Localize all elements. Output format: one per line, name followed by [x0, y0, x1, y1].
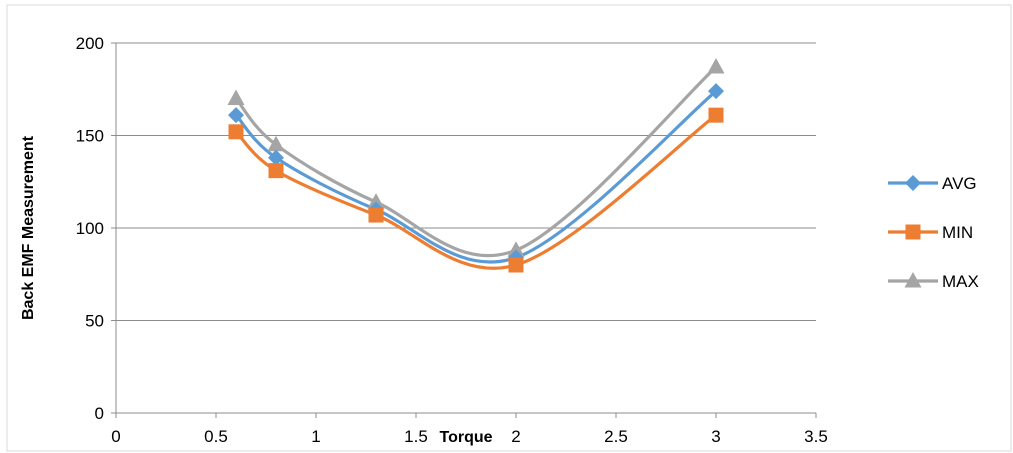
x-axis-title: Torque — [439, 429, 492, 446]
x-tick-label: 1 — [311, 427, 320, 446]
x-tick-label: 1.5 — [404, 427, 428, 446]
y-tick-label: 150 — [76, 127, 104, 146]
data-point-max — [367, 193, 385, 209]
data-point-min — [368, 207, 384, 223]
legend-marker-avg — [905, 175, 921, 191]
data-point-min — [708, 107, 724, 123]
axes: 0 50 100 150 200 0 0.5 1 1.5 2 2.5 3 3.5 — [76, 34, 828, 446]
x-tick-label: 3 — [711, 427, 720, 446]
data-point-avg — [268, 149, 284, 166]
data-point-avg — [228, 107, 244, 124]
legend: AVG MIN MAX — [888, 174, 979, 291]
data-point-max — [507, 241, 525, 257]
x-tick-label: 0 — [111, 427, 120, 446]
x-tick-label: 3.5 — [804, 427, 828, 446]
y-axis-title: Back EMF Measurement — [20, 135, 37, 320]
y-tick-label: 100 — [76, 219, 104, 238]
x-tick-label: 2.5 — [604, 427, 628, 446]
legend-label-min: MIN — [942, 223, 973, 242]
legend-label-max: MAX — [942, 272, 979, 291]
legend-marker-max — [904, 272, 922, 288]
data-point-max — [267, 135, 285, 152]
x-tick-label: 0.5 — [204, 427, 228, 446]
data-point-min — [268, 163, 284, 179]
data-point-avg — [708, 83, 724, 100]
y-tick-label: 0 — [95, 404, 104, 423]
y-tick-label: 50 — [85, 312, 104, 331]
data-point-max — [707, 58, 725, 74]
data-point-max — [227, 89, 245, 105]
legend-marker-min — [905, 224, 921, 240]
data-point-min — [508, 257, 524, 273]
x-tick-label: 2 — [511, 427, 520, 446]
series-layer — [227, 58, 725, 273]
data-point-min — [228, 124, 244, 140]
legend-label-avg: AVG — [942, 174, 977, 193]
y-tick-label: 200 — [76, 34, 104, 53]
